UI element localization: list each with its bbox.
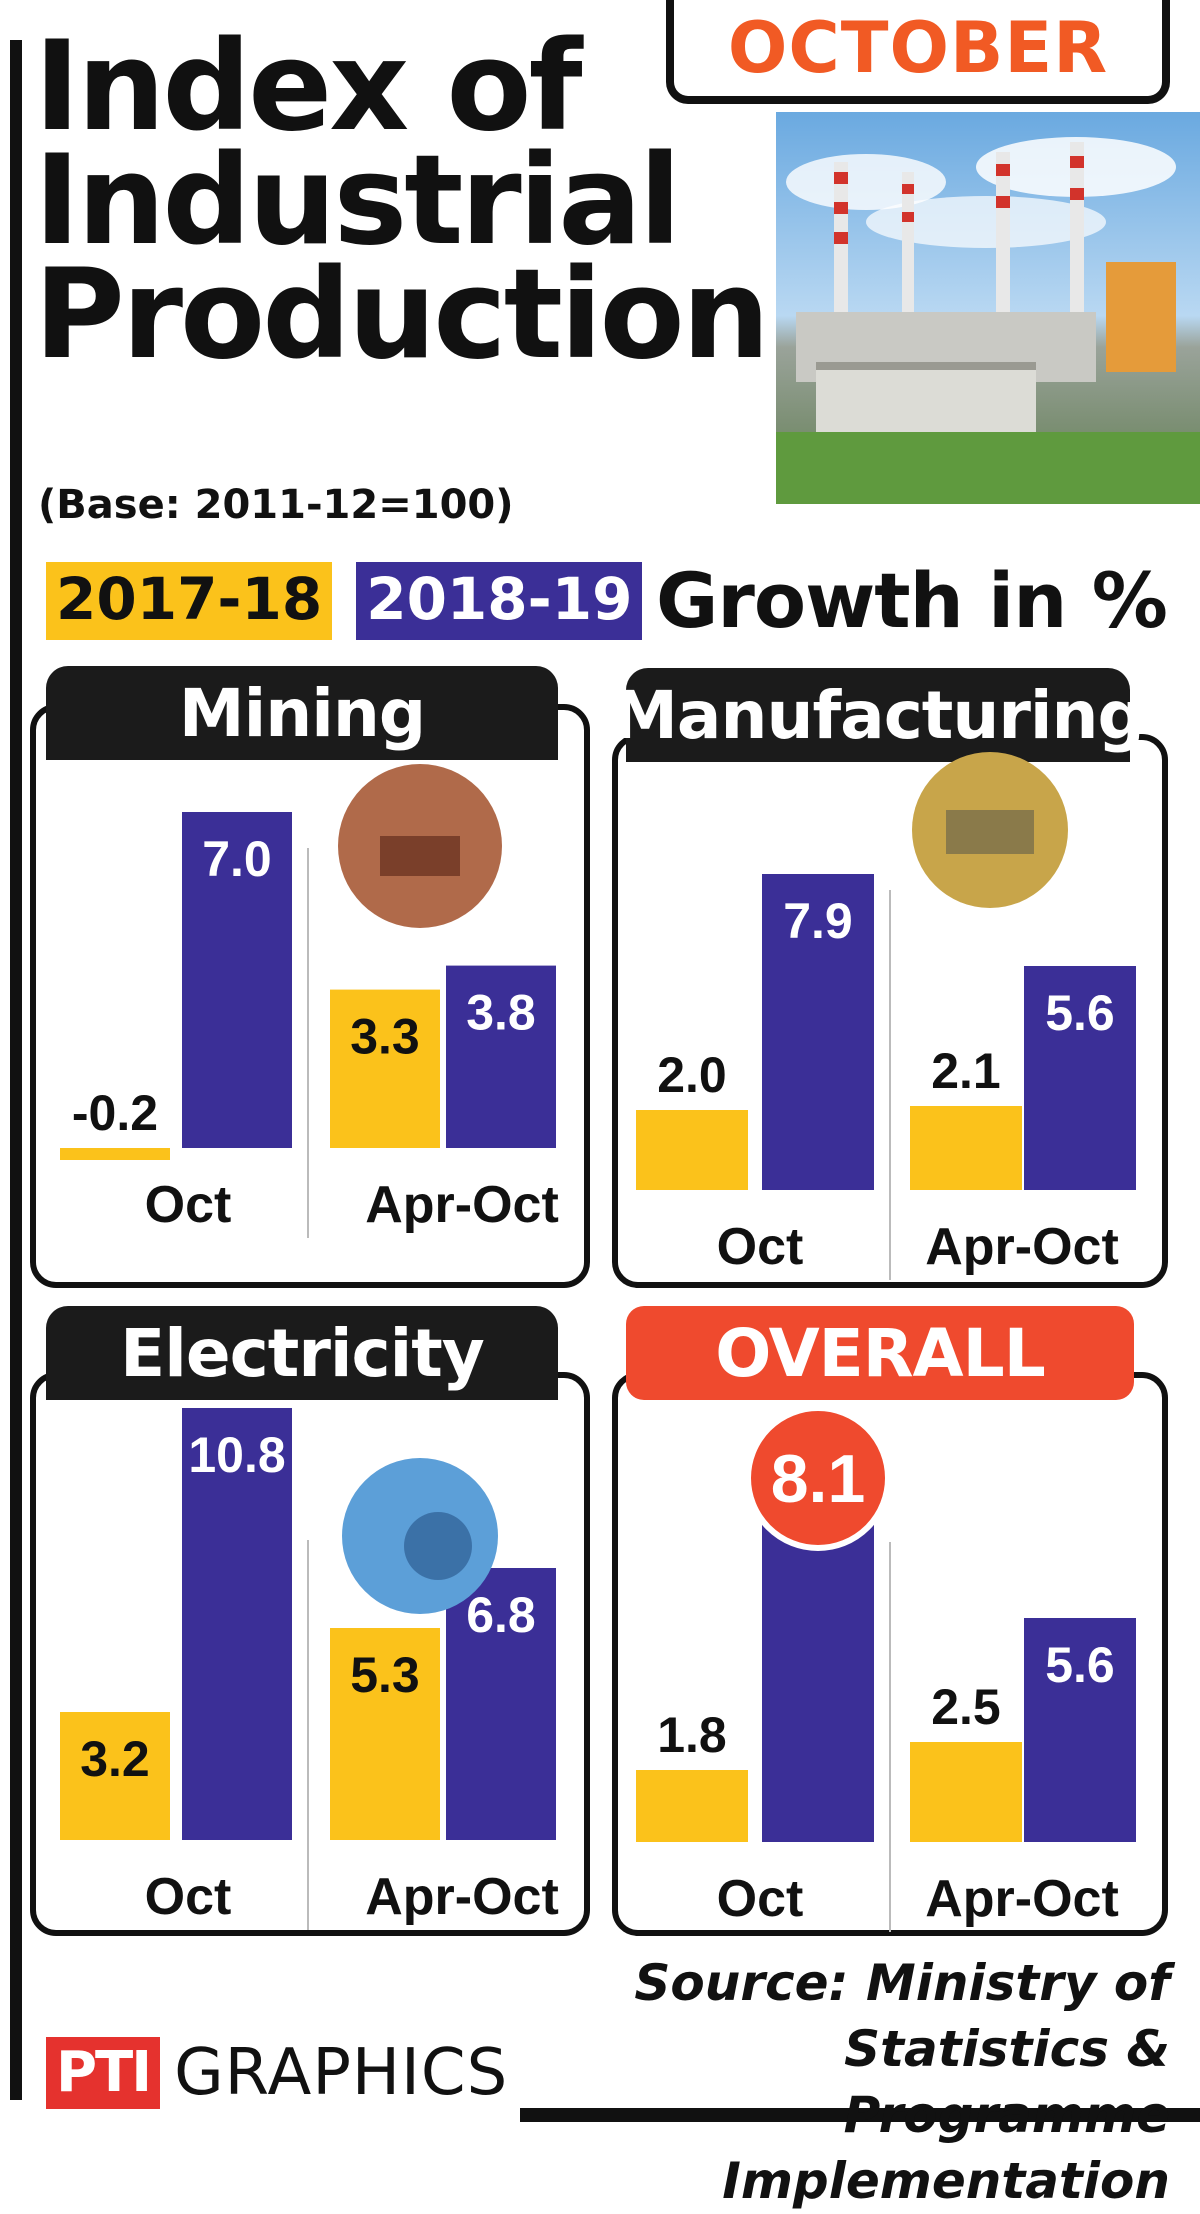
pti-logo: PTI: [46, 2037, 161, 2109]
electricity-category-0: Oct: [145, 1868, 232, 1926]
overall-bar-0-1: [762, 1518, 874, 1842]
manufacturing-value-label-1-0: 2.1: [931, 1043, 1001, 1099]
month-tab: OCTOBER: [666, 0, 1170, 104]
electricity-bar-1-1: [446, 1568, 556, 1840]
legend: 2017-18 2018-19: [46, 562, 643, 640]
manufacturing-photo-icon: [912, 752, 1068, 908]
overall-bar-1-0: [910, 1742, 1022, 1842]
electricity-bulb-filament: [404, 1512, 472, 1580]
overall-bar-1-1: [1024, 1618, 1136, 1842]
mining-photo-icon: [338, 764, 502, 928]
mining-value-label-1-0: 3.3: [350, 1009, 420, 1065]
base-note: (Base: 2011-12=100): [38, 482, 514, 528]
mining-title: Mining: [46, 666, 558, 760]
electricity-title: Electricity: [46, 1306, 558, 1400]
manufacturing-category-0: Oct: [717, 1218, 804, 1276]
legend-2017-18: 2017-18: [46, 562, 333, 640]
mining-category-1: Apr-Oct: [365, 1176, 559, 1234]
electricity-value-label-1-0: 5.3: [350, 1647, 420, 1703]
electricity-chart: 3.2 10.8 Oct 5.3 6.8 Apr-Oct: [60, 1408, 559, 1930]
manufacturing-bar-1-0: [910, 1106, 1022, 1190]
mining-value-label-0-0: -0.2: [72, 1085, 158, 1141]
overall-value-label-0-1: 8.1: [771, 1441, 866, 1517]
electricity-bar-0-0: [60, 1712, 170, 1840]
overall-category-1: Apr-Oct: [925, 1870, 1119, 1928]
manufacturing-category-1: Apr-Oct: [925, 1218, 1119, 1276]
source-note: Source: Ministry of Statistics & Program…: [634, 1954, 1170, 2210]
electricity-bar-0-1: [182, 1408, 292, 1840]
manufacturing-value-label-0-0: 2.0: [657, 1047, 727, 1103]
growth-label: Growth in %: [656, 556, 1168, 645]
mining-chart: -0.2 7.0 Oct 3.3 3.8 Apr-Oct: [60, 764, 559, 1238]
month-label: OCTOBER: [727, 7, 1109, 89]
mining-bar-0-1: [182, 812, 292, 1148]
overall-value-label-1-0: 2.5: [931, 1679, 1001, 1735]
manufacturing-bar-1-1: [1024, 966, 1136, 1190]
overall-bar-0-0: [636, 1770, 748, 1842]
frame-left-rule: [10, 40, 22, 2100]
frame-bottom-rule: [520, 2108, 1200, 2122]
overall-value-label-1-1: 5.6: [1045, 1637, 1115, 1693]
overall-title: OVERALL: [626, 1306, 1134, 1400]
electricity-value-label-0-1: 10.8: [188, 1427, 285, 1483]
credit-text: GRAPHICS: [174, 2036, 509, 2110]
manufacturing-value-label-0-1: 7.9: [783, 893, 853, 949]
mining-bar-1-0: [330, 989, 440, 1148]
credit: PTI GRAPHICS: [46, 2036, 508, 2110]
electricity-value-label-0-0: 3.2: [80, 1731, 150, 1787]
industrial-plant-photo-icon: [776, 112, 1200, 504]
mining-value-label-1-1: 3.8: [466, 985, 536, 1041]
mining-photo-shape: [380, 836, 460, 876]
electricity-value-label-1-1: 6.8: [466, 1587, 536, 1643]
manufacturing-chart: 2.0 7.9 Oct 2.1 5.6 Apr-Oct: [636, 752, 1136, 1280]
mining-bar-0-0: [60, 1148, 170, 1160]
manufacturing-title: Manufacturing: [612, 668, 1145, 762]
overall-category-0: Oct: [717, 1870, 804, 1928]
manufacturing-photo-shape: [946, 810, 1034, 854]
electricity-category-1: Apr-Oct: [365, 1868, 559, 1926]
manufacturing-bar-0-1: [762, 874, 874, 1190]
overall-highlight-badge: [745, 1405, 891, 1551]
manufacturing-bar-0-0: [636, 1110, 748, 1190]
manufacturing-value-label-1-1: 5.6: [1045, 985, 1115, 1041]
mining-value-label-0-1: 7.0: [202, 831, 272, 887]
mining-category-0: Oct: [145, 1176, 232, 1234]
electricity-bar-1-0: [330, 1628, 440, 1840]
page-title: Index of Industrial Production: [34, 15, 770, 387]
overall-value-label-0-0: 1.8: [657, 1707, 727, 1763]
mining-bar-1-1: [446, 965, 556, 1148]
overall-chart: 1.8 8.1 Oct 2.5 5.6 Apr-Oct: [636, 1405, 1136, 1932]
legend-2018-19: 2018-19: [356, 562, 643, 640]
electricity-bulb-icon: [342, 1458, 498, 1614]
